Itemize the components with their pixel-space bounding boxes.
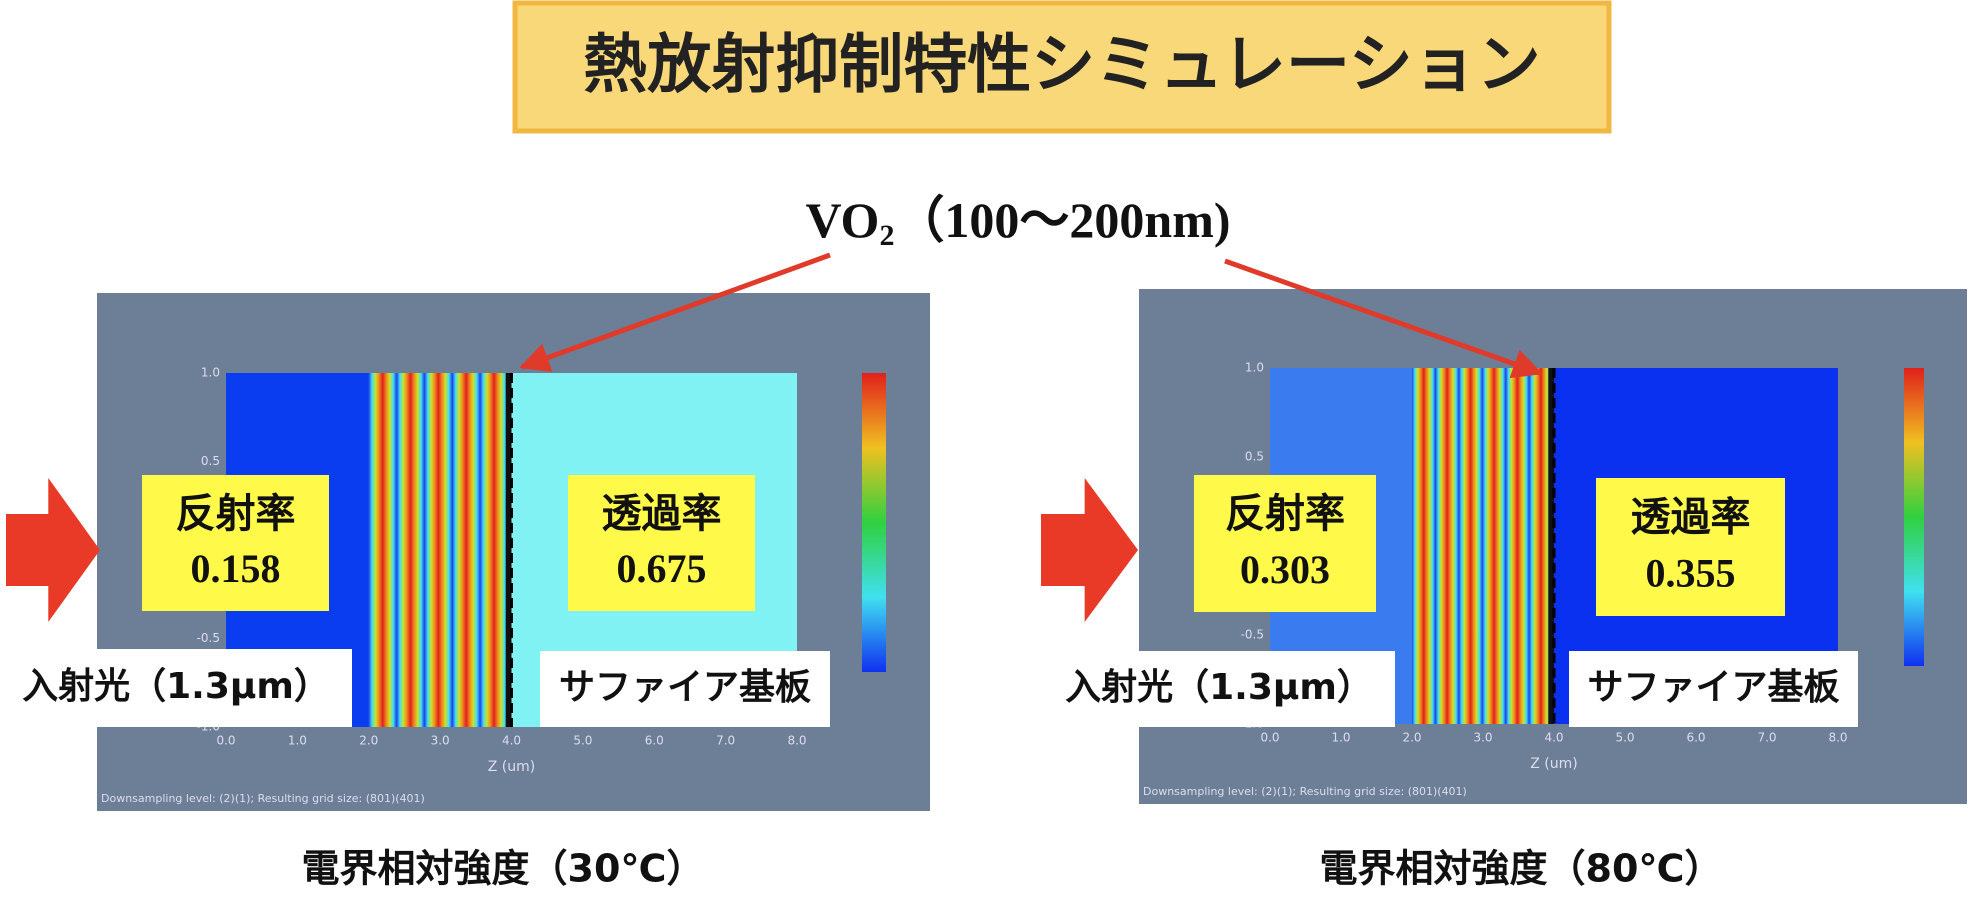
x-tick-label: 8.0: [787, 734, 806, 748]
y-tick-label: 0.5: [1245, 450, 1264, 464]
incident-label: 入射光（1.3μm）: [22, 666, 330, 707]
incident-arrow: [1041, 478, 1138, 622]
vo2-layer: [1548, 368, 1554, 724]
title-box: [512, 0, 1612, 134]
incident-box: [1043, 651, 1395, 727]
color-bar: [1904, 368, 1924, 666]
x-tick-label: 5.0: [1615, 731, 1634, 745]
panels: 0.0 1.0 2.0 3.0 4.0 5.0 6.0 7.0 8.0 1.0 0.5 0.0 -0.5…: [0, 289, 1967, 891]
x-tick-label: 0.0: [216, 734, 235, 748]
footer-text: Downsampling level: (2)(1); Resulting gr…: [101, 792, 425, 805]
incident-label: 入射光（1.3μm）: [1065, 667, 1373, 708]
x-tick-label: 5.0: [573, 734, 592, 748]
x-tick-label: 8.0: [1828, 731, 1847, 745]
x-tick-label: 6.0: [1686, 731, 1705, 745]
incident-box: [0, 649, 352, 727]
x-tick-label: 4.0: [1544, 731, 1563, 745]
x-tick-label: 7.0: [716, 734, 735, 748]
x-tick-label: 4.0: [502, 734, 521, 748]
field-stripes: [368, 373, 506, 727]
transmittance-label: 透過率: [1631, 494, 1751, 540]
substrate-box: [540, 651, 830, 727]
x-tick-label: 2.0: [359, 734, 378, 748]
y-tick-label: -0.5: [1241, 628, 1264, 642]
y-tick-label: -0.5: [197, 631, 220, 645]
transmittance-value: 0.675: [617, 546, 707, 591]
vo2-layer: [505, 373, 512, 727]
y-tick-label: 1.0: [1245, 361, 1264, 375]
transmittance-box: [568, 475, 755, 611]
x-tick-label: 3.0: [1473, 731, 1492, 745]
transmittance-label: 透過率: [602, 491, 722, 537]
color-bar: [862, 373, 886, 672]
reflectance-box: [142, 475, 329, 611]
footer-text: Downsampling level: (2)(1); Resulting gr…: [1143, 785, 1467, 798]
x-axis-label: Z (um): [488, 759, 535, 775]
reflectance-value: 0.158: [191, 546, 281, 591]
caption: 電界相対強度（30℃）: [302, 847, 705, 891]
y-tick-label: 0.5: [201, 454, 220, 468]
field-stripes: [1412, 368, 1549, 724]
x-tick-label: 2.0: [1402, 731, 1421, 745]
transmittance-value: 0.355: [1646, 551, 1736, 596]
x-tick-label: 1.0: [1331, 731, 1350, 745]
x-tick-label: 6.0: [645, 734, 664, 748]
x-tick-label: 0.0: [1260, 731, 1279, 745]
caption: 電界相対強度（80℃）: [1320, 847, 1723, 891]
pointer-arrow: [1224, 258, 1543, 379]
incident-arrow: [6, 478, 100, 622]
substrate-label: サファイア基板: [1587, 667, 1839, 708]
reflectance-label: 反射率: [176, 491, 296, 537]
pointer-arrow: [519, 252, 831, 372]
y-tick-label: 1.0: [201, 366, 220, 380]
reflectance-box: [1194, 475, 1376, 612]
reflectance-label: 反射率: [1225, 491, 1345, 537]
substrate-box: [1569, 651, 1858, 727]
x-axis-label: Z (um): [1530, 756, 1577, 772]
x-tick-label: 7.0: [1757, 731, 1776, 745]
transmittance-box: [1596, 478, 1785, 616]
x-tick-label: 1.0: [288, 734, 307, 748]
reflectance-value: 0.303: [1240, 547, 1330, 592]
vo2-label: VO2（100～200nm): [805, 192, 1230, 251]
title: 熱放射抑制特性シミュレーション: [583, 29, 1540, 103]
substrate-label: サファイア基板: [559, 667, 811, 708]
x-tick-label: 3.0: [431, 734, 450, 748]
